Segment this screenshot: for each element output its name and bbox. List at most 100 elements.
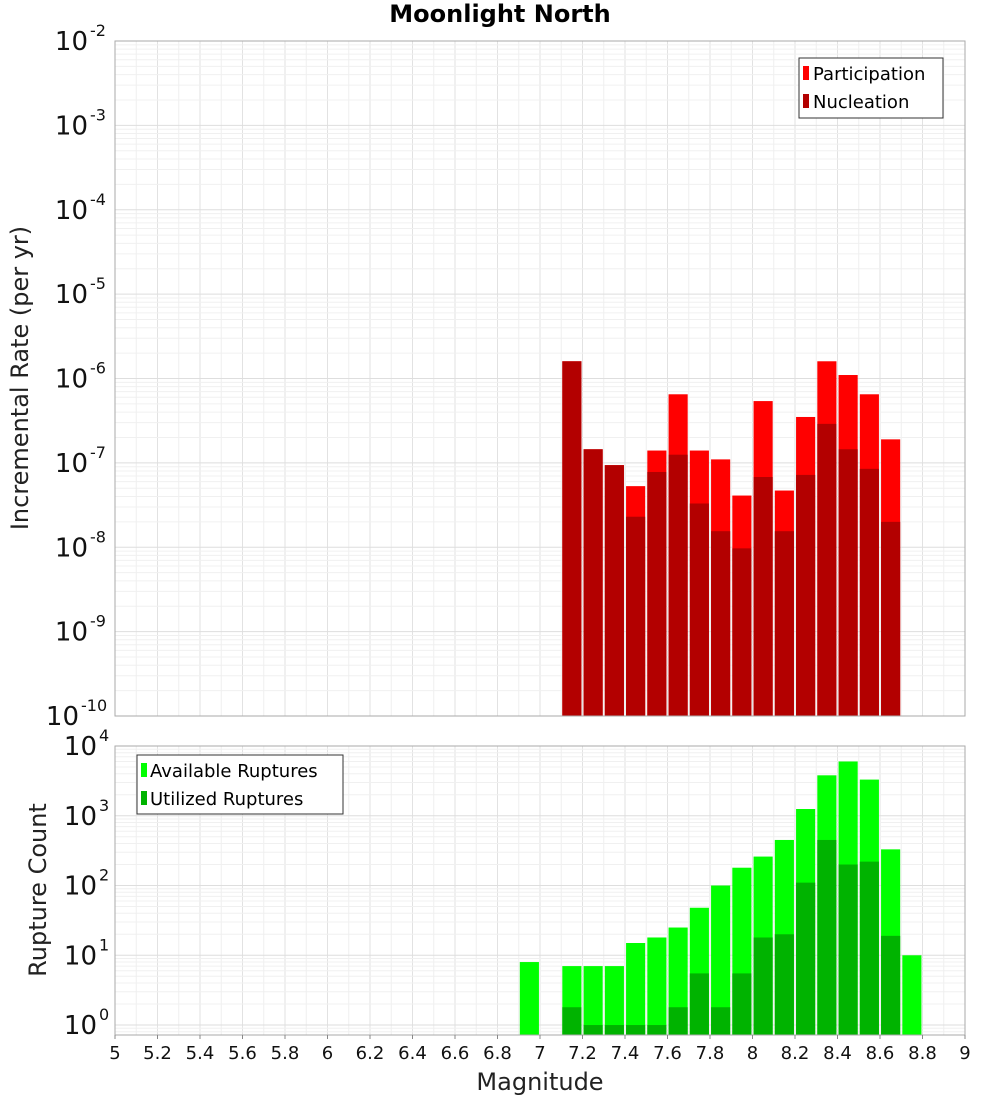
bottom-y-tick-base: 10 (64, 802, 97, 832)
bottom-bar-utilized-ruptures (753, 937, 773, 1035)
bottom-bar-utilized-ruptures (647, 1025, 667, 1035)
top-y-tick-base: 10 (55, 196, 88, 226)
bottom-bar-utilized-ruptures (583, 1025, 603, 1035)
x-tick-label: 6.4 (398, 1043, 427, 1064)
bottom-bar-utilized-ruptures (689, 973, 709, 1035)
top-plot-frame (114, 40, 966, 717)
x-tick-label: 5.4 (186, 1043, 215, 1064)
top-y-tick-exponent: -6 (90, 359, 106, 378)
legend-label-utilized: Utilized Ruptures (150, 789, 303, 810)
bottom-bar-utilized-ruptures (562, 1007, 582, 1035)
bottom-bar-utilized-ruptures (711, 1007, 731, 1035)
bottom-legend: Available Ruptures Utilized Ruptures (136, 754, 344, 815)
top-bar-nucleation (838, 449, 858, 716)
x-ticks: 5 5.2 5.4 5.6 5.8 6 6.2 6.4 6.6 6.8 7 7.2 7.4 7.6 7.8 8… (109, 1035, 971, 1064)
top-bar-nucleation (817, 423, 837, 716)
x-tick-label: 8.6 (866, 1043, 895, 1064)
top-bar-nucleation (689, 503, 709, 716)
top-grid (114, 41, 966, 717)
bottom-y-tick-base: 10 (64, 941, 97, 971)
top-bar-nucleation (562, 361, 582, 716)
legend-label-participation: Participation (813, 64, 925, 85)
top-legend-box (798, 57, 944, 119)
bottom-y-tick-exponent: 3 (99, 796, 109, 815)
top-y-tick-exponent: -4 (90, 190, 106, 209)
legend-label-nucleation: Nucleation (813, 92, 909, 113)
top-bars (562, 361, 901, 716)
bottom-y-tick-exponent: 4 (99, 726, 109, 745)
x-tick-label: 7.2 (568, 1043, 597, 1064)
x-tick-label: 5.2 (143, 1043, 172, 1064)
bottom-bar-available-ruptures (902, 955, 922, 1035)
bottom-bar-utilized-ruptures (796, 882, 816, 1035)
bottom-bar-utilized-ruptures (668, 1007, 688, 1035)
top-y-tick-base: 10 (55, 449, 88, 479)
x-tick-label: 5.6 (228, 1043, 257, 1064)
x-tick-label: 8.8 (908, 1043, 937, 1064)
top-legend: Participation Nucleation (798, 57, 944, 119)
bottom-bar-available-ruptures (519, 962, 539, 1035)
bottom-legend-box (136, 754, 344, 815)
x-tick-label: 8 (747, 1043, 758, 1064)
legend-swatch-utilized (141, 791, 147, 805)
bottom-bar-available-ruptures (711, 885, 731, 1035)
bottom-bar-utilized-ruptures (774, 934, 794, 1035)
top-bar-nucleation (732, 548, 752, 716)
top-bar-nucleation (583, 449, 603, 716)
top-y-tick-exponent: -9 (90, 612, 106, 631)
x-tick-label: 6.2 (356, 1043, 385, 1064)
x-tick-label: 9 (959, 1043, 970, 1064)
bottom-bar-utilized-ruptures (881, 935, 901, 1035)
bottom-bar-utilized-ruptures (626, 1025, 646, 1035)
bottom-bar-utilized-ruptures (859, 861, 879, 1035)
bottom-bar-utilized-ruptures (604, 1025, 624, 1035)
x-tick-label: 7 (534, 1043, 545, 1064)
top-y-tick-exponent: -5 (90, 274, 106, 293)
top-y-tick-exponent: -10 (81, 696, 107, 715)
bottom-bar-utilized-ruptures (732, 973, 752, 1035)
top-y-tick-base: 10 (55, 280, 88, 310)
legend-swatch-available (141, 763, 147, 777)
top-y-tick-base: 10 (46, 702, 79, 732)
top-y-tick-exponent: -2 (90, 21, 106, 40)
bottom-bar-available-ruptures (604, 966, 624, 1035)
bottom-y-axis-label: Rupture Count (24, 803, 52, 977)
top-y-tick-base: 10 (55, 27, 88, 57)
top-bar-nucleation (711, 531, 731, 716)
bottom-bars (519, 761, 922, 1035)
legend-swatch-participation (803, 66, 809, 80)
x-tick-label: 6.8 (483, 1043, 512, 1064)
top-bar-nucleation (604, 465, 624, 716)
x-axis-label: Magnitude (476, 1068, 603, 1096)
x-tick-label: 8.2 (781, 1043, 810, 1064)
top-bar-nucleation (626, 516, 646, 716)
legend-label-available: Available Ruptures (150, 761, 318, 782)
top-bar-nucleation (859, 468, 879, 716)
bottom-y-tick-exponent: 2 (99, 866, 109, 885)
x-tick-label: 5.8 (271, 1043, 300, 1064)
bottom-y-tick-base: 10 (64, 872, 97, 902)
top-y-tick-base: 10 (55, 533, 88, 563)
top-y-tick-base: 10 (55, 618, 88, 648)
x-tick-label: 6.6 (441, 1043, 470, 1064)
top-y-axis-label: Incremental Rate (per yr) (6, 226, 34, 530)
top-bar-nucleation (774, 531, 794, 716)
bottom-bar-available-ruptures (626, 943, 646, 1035)
top-bar-nucleation (881, 521, 901, 716)
x-tick-label: 5 (109, 1043, 120, 1064)
bottom-bar-available-ruptures (583, 966, 603, 1035)
top-bar-nucleation (796, 474, 816, 716)
x-tick-label: 8.4 (823, 1043, 852, 1064)
x-tick-label: 6 (322, 1043, 333, 1064)
top-y-tick-base: 10 (55, 365, 88, 395)
x-tick-label: 7.4 (611, 1043, 640, 1064)
bottom-bar-utilized-ruptures (838, 864, 858, 1035)
top-y-tick-exponent: -8 (90, 527, 106, 546)
bottom-y-tick-exponent: 1 (99, 935, 109, 954)
top-bar-nucleation (753, 477, 773, 716)
top-y-tick-base: 10 (55, 111, 88, 141)
chart-title: Moonlight North (389, 0, 610, 28)
